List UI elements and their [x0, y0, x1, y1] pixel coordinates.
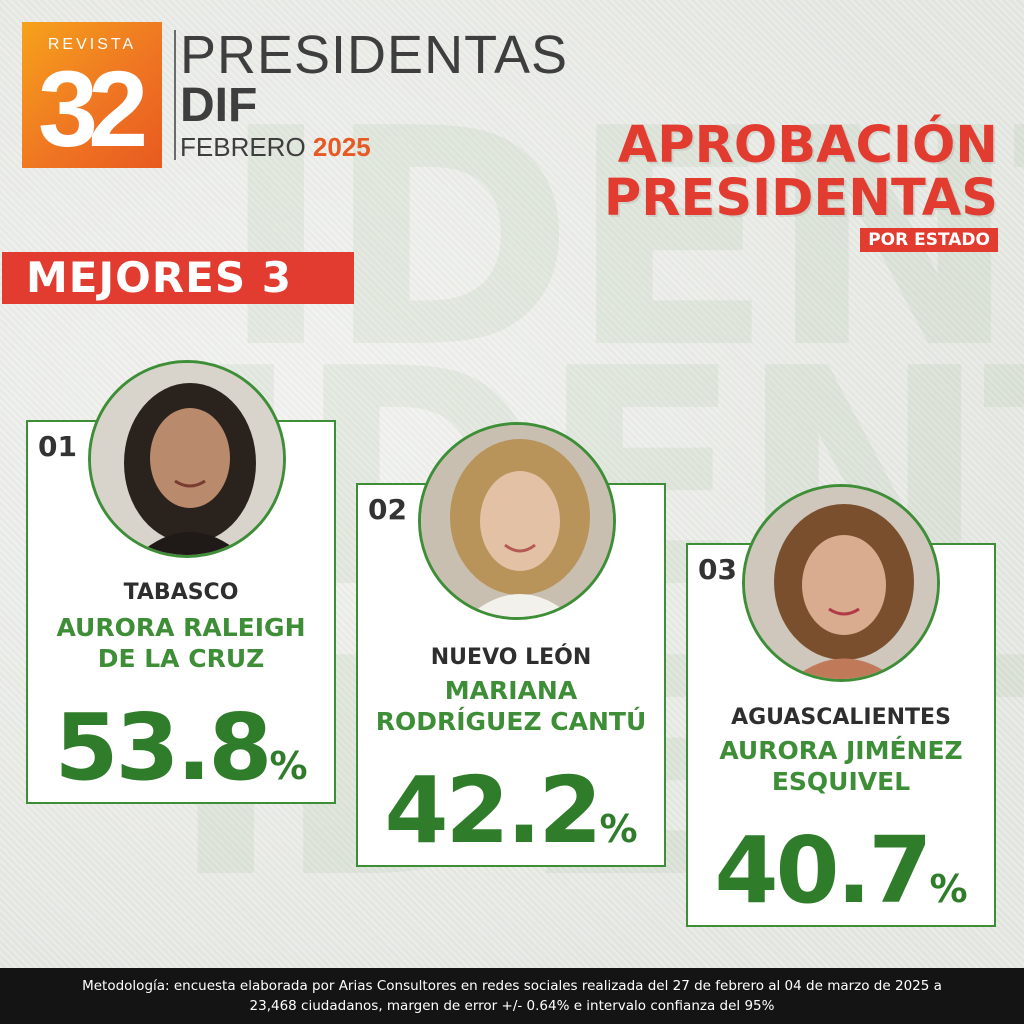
- approval-percent: 53.8%: [28, 702, 334, 794]
- portrait-photo-3: [742, 484, 940, 682]
- portrait-photo-1: [88, 360, 286, 558]
- person-name: AURORA JIMÉNEZ ESQUIVEL: [719, 736, 963, 797]
- portrait-illustration: [745, 487, 937, 679]
- header-month: FEBRERO: [180, 132, 306, 162]
- logo-revista-text: REVISTA: [47, 36, 137, 53]
- state-label: TABASCO: [123, 580, 239, 605]
- rank-number: 01: [38, 430, 77, 463]
- approval-percent: 40.7%: [688, 825, 994, 917]
- approval-value: 42.2: [384, 757, 602, 864]
- rank-number: 02: [368, 493, 407, 526]
- logo-number: 32: [38, 48, 148, 168]
- methodology-footer: Metodología: encuesta elaborada por Aria…: [0, 968, 1024, 1024]
- ranking-card-2: 02 NUEVO LEÓN MARIANA RODRÍGUEZ CANTÚ 42…: [356, 483, 666, 867]
- revista-32-logo: REVISTA 32: [22, 22, 162, 168]
- header-divider: [174, 30, 176, 160]
- person-name: AURORA RALEIGH DE LA CRUZ: [56, 613, 306, 674]
- header-presidentas: PRESIDENTAS: [180, 25, 569, 85]
- person-name: MARIANA RODRÍGUEZ CANTÚ: [375, 676, 647, 737]
- methodology-line-1: Metodología: encuesta elaborada por Aria…: [82, 978, 942, 994]
- header-dif: DIF: [180, 79, 258, 132]
- title-line-2: PRESIDENTAS: [603, 169, 998, 228]
- rank-number: 03: [698, 553, 737, 586]
- portrait-illustration: [421, 425, 613, 617]
- percent-sign: %: [269, 744, 308, 788]
- portrait-photo-2: [418, 422, 616, 620]
- header-year: 2025: [312, 132, 371, 162]
- percent-sign: %: [599, 807, 638, 851]
- approval-percent: 42.2%: [358, 765, 664, 857]
- header-date: FEBRERO 2025: [180, 132, 371, 163]
- methodology-line-2: 23,468 ciudadanos, margen de error +/- 0…: [249, 998, 775, 1014]
- title-line-1: APROBACIÓN: [617, 116, 998, 175]
- approval-value: 53.8: [54, 694, 272, 801]
- approval-value: 40.7: [714, 817, 932, 924]
- state-label: AGUASCALIENTES: [731, 705, 951, 730]
- mejores-ribbon: MEJORES 3: [2, 252, 354, 304]
- percent-sign: %: [929, 867, 968, 911]
- portrait-illustration: [91, 363, 283, 555]
- state-label: NUEVO LEÓN: [430, 645, 592, 670]
- title-subtitle: POR ESTADO: [860, 228, 998, 252]
